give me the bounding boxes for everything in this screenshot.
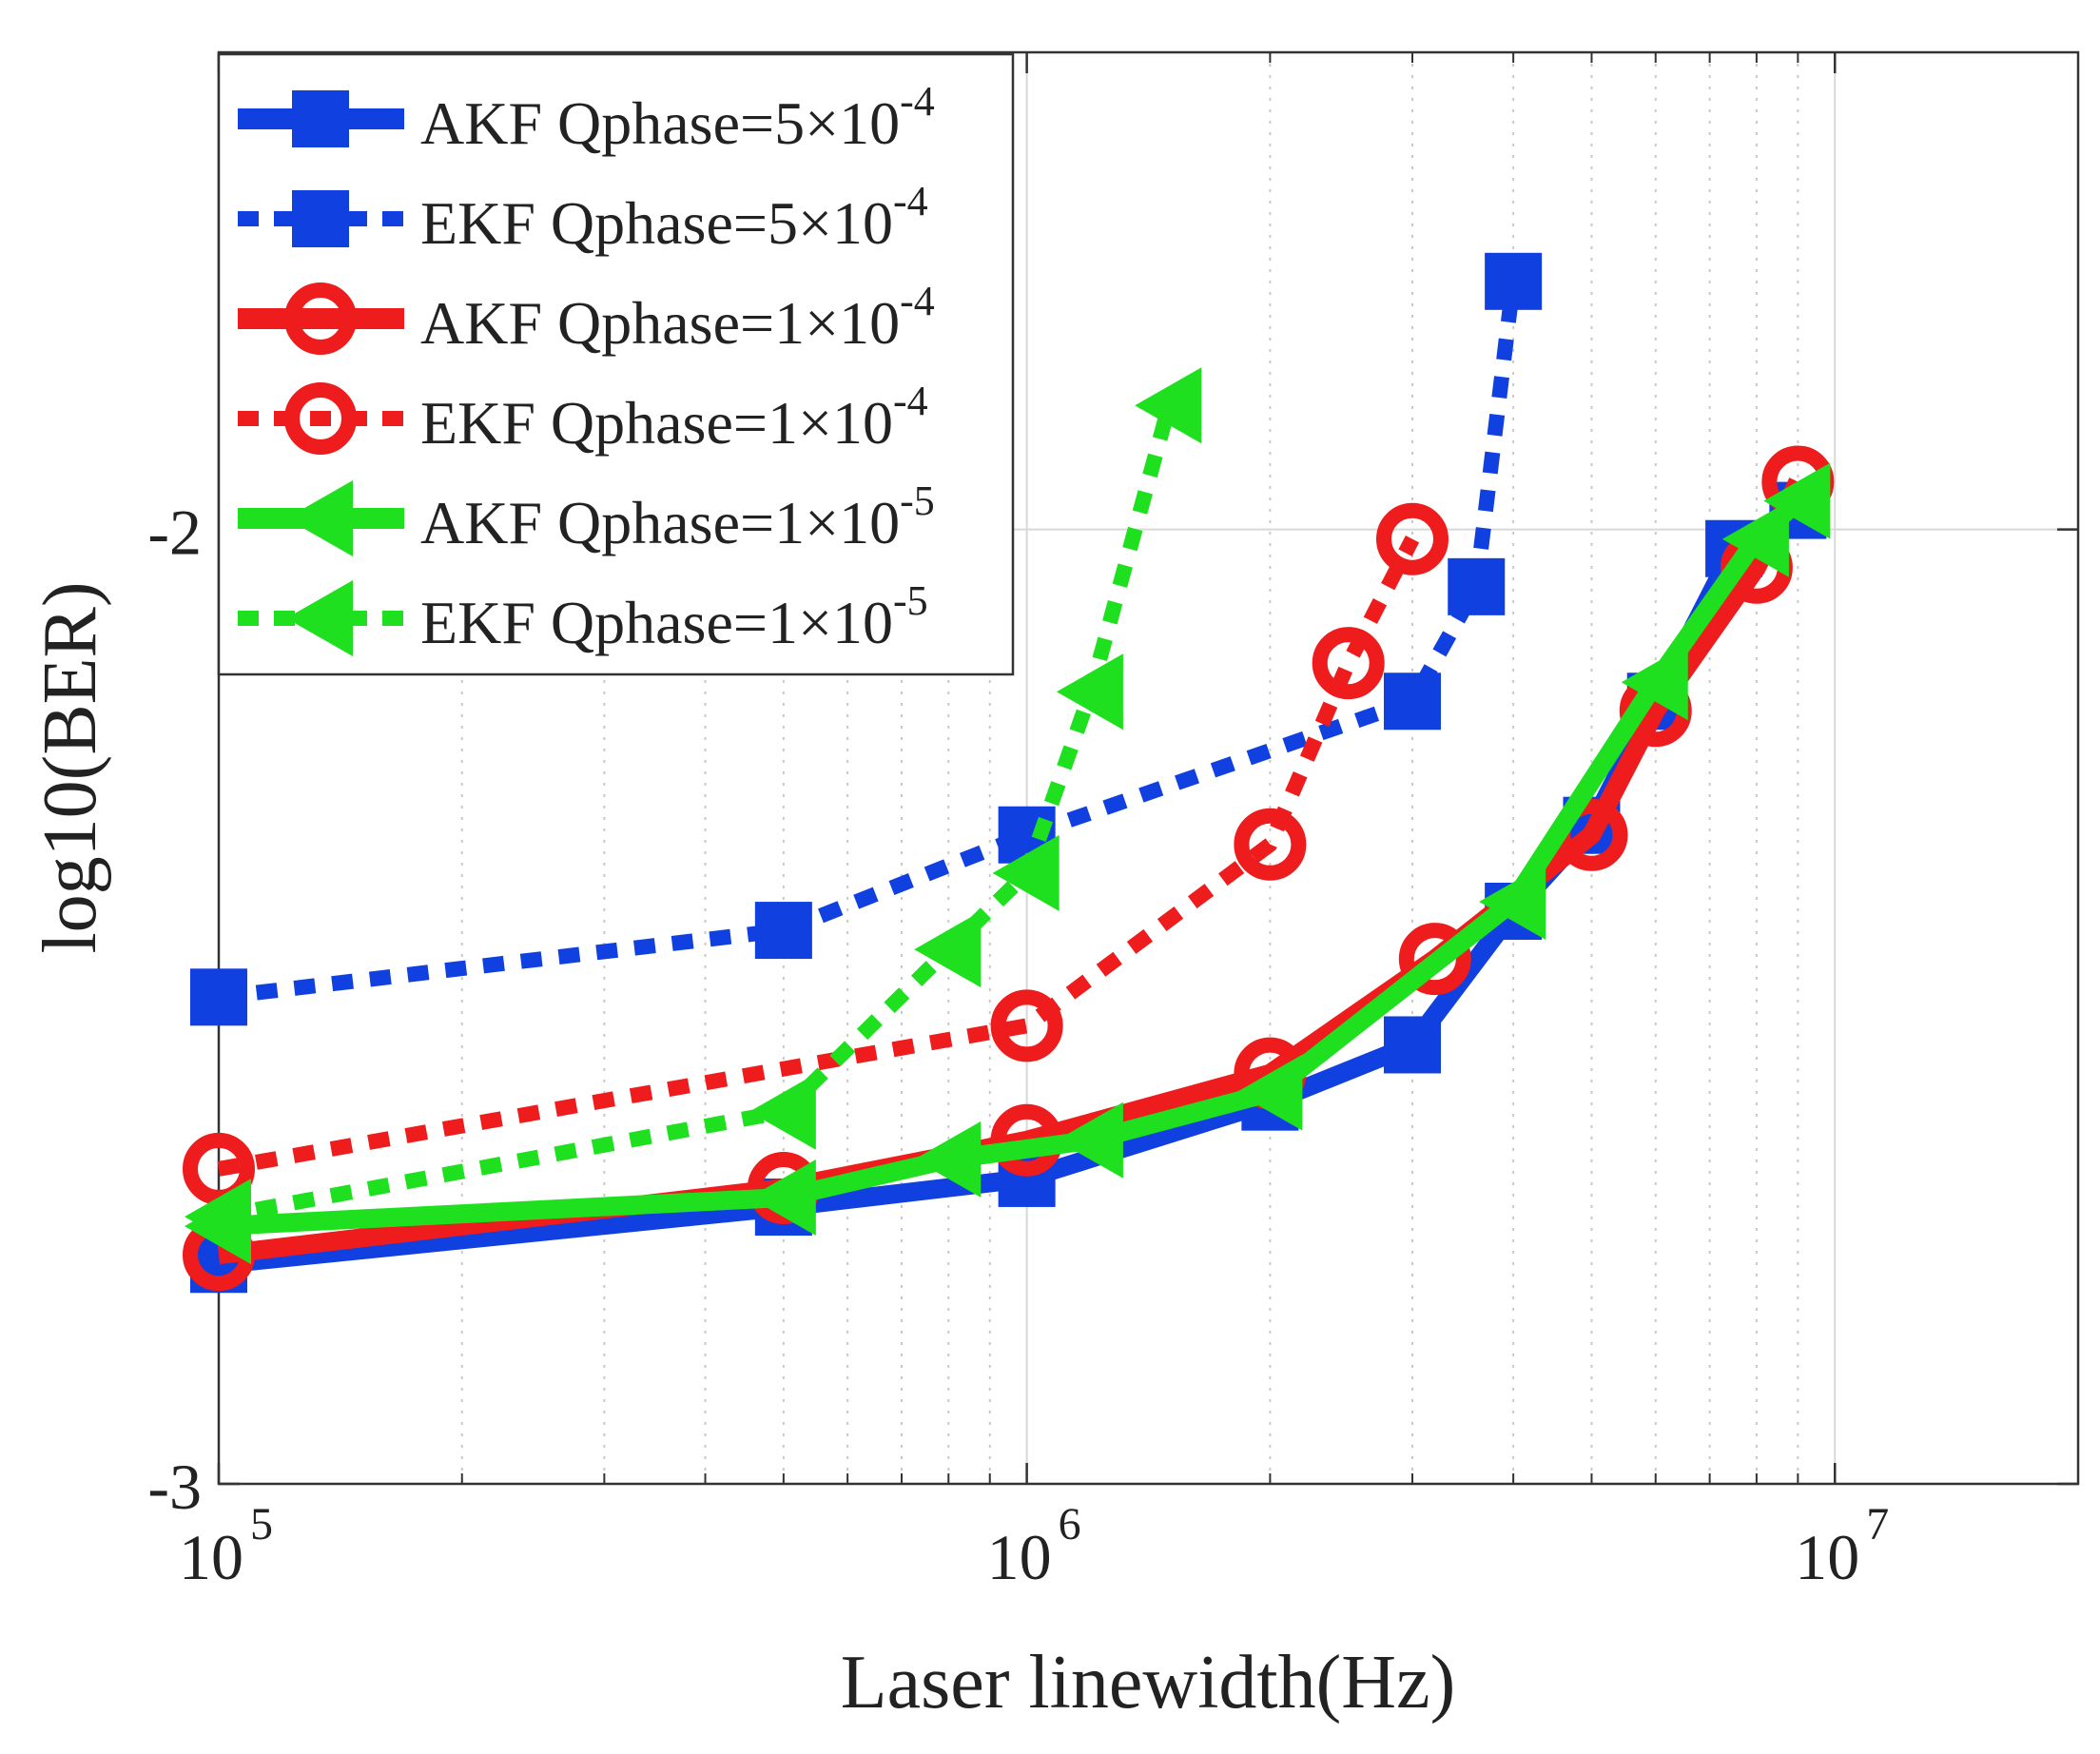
legend-marker [286, 580, 353, 656]
data-point [1375, 502, 1449, 575]
legend-marker [292, 90, 349, 147]
data-point [1135, 367, 1202, 444]
data-point [1398, 923, 1471, 996]
legend-label: AKF Qphase=1×10-5 [420, 477, 935, 556]
x-tick-label: 10 6 [987, 1499, 1081, 1593]
x-tick-label-base: 10 [179, 1521, 243, 1593]
data-point [1448, 557, 1506, 615]
legend-entry-3: AKF Qphase=1×10-4 [238, 278, 935, 357]
series-5 [185, 462, 1831, 1265]
data-point [1383, 1016, 1441, 1074]
x-tick-label: 10 5 [179, 1499, 273, 1593]
data-point [1383, 672, 1441, 731]
series-line [217, 536, 1420, 1177]
x-tick-label-exponent: 5 [250, 1499, 273, 1549]
data-point [749, 1160, 816, 1236]
y-axis-label: log10(BER) [29, 581, 112, 953]
legend-marker [286, 480, 353, 556]
legend: AKF Qphase=5×10-4 EKF Qphase=5×10-4 AKF Qp… [217, 52, 1015, 676]
series-2 [190, 252, 1543, 1026]
legend-label: EKF Qphase=1×10-5 [420, 577, 928, 656]
legend-label: AKF Qphase=5×10-4 [420, 78, 935, 157]
data-point [914, 911, 982, 988]
data-point [992, 834, 1060, 911]
data-point [185, 1179, 251, 1256]
legend-marker [284, 283, 357, 355]
legend-box [217, 52, 1015, 676]
legend-entry-1: AKF Qphase=5×10-4 [238, 78, 935, 157]
y-tick-label: -3 [147, 1451, 202, 1523]
data-series [183, 252, 1835, 1294]
y-tick-label: -2 [147, 497, 202, 569]
legend-label: EKF Qphase=1×10-4 [420, 378, 928, 457]
data-point [1763, 462, 1831, 539]
data-point [1312, 627, 1385, 700]
data-point [190, 968, 247, 1026]
series-line [218, 280, 1522, 1005]
x-tick-label-base: 10 [987, 1521, 1052, 1593]
data-point [749, 1073, 816, 1150]
data-point [990, 989, 1063, 1062]
legend-entry-4: EKF Qphase=1×10-4 [238, 378, 928, 457]
data-point [1621, 644, 1688, 721]
x-tick-label-base: 10 [1795, 1521, 1859, 1593]
legend-entry-5: AKF Qphase=1×10-5 [238, 477, 935, 556]
legend-marker [284, 382, 357, 455]
legend-label: AKF Qphase=1×10-4 [420, 278, 935, 357]
data-point [914, 1121, 982, 1198]
data-point [1056, 1101, 1123, 1179]
x-tick-label-exponent: 7 [1866, 1499, 1889, 1549]
x-tick-label-exponent: 6 [1059, 1499, 1081, 1549]
legend-label: EKF Qphase=5×10-4 [420, 178, 928, 257]
data-point [1479, 863, 1546, 940]
data-point [754, 902, 812, 960]
data-point [1721, 500, 1789, 577]
legend-marker [292, 190, 349, 247]
data-point [1235, 1054, 1303, 1131]
plot-area-border [217, 50, 2080, 1486]
tick-labels: -2-310 5 10 6 10 7 [147, 497, 1889, 1593]
x-tick-label: 10 7 [1795, 1499, 1889, 1593]
data-point [1234, 808, 1307, 881]
series-line [217, 403, 1176, 1224]
legend-entry-6: EKF Qphase=1×10-5 [238, 577, 928, 656]
data-point [1056, 653, 1123, 731]
series-6 [185, 367, 1202, 1256]
data-point [1485, 252, 1543, 310]
legend-entry-2: EKF Qphase=5×10-4 [238, 178, 928, 257]
x-axis-label: Laser linewidth(Hz) [841, 1641, 1455, 1725]
